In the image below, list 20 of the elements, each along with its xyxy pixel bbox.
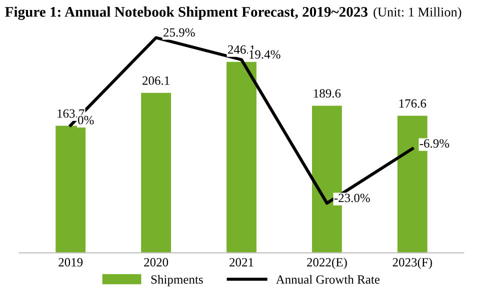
x-tick-label: 2022(E) xyxy=(307,258,347,270)
chart-subtitle: (Unit: 1 Million) xyxy=(374,7,462,20)
data-label: -6.9% xyxy=(420,139,450,148)
x-tick-label: 2019 xyxy=(58,258,83,266)
x-tick-label: 2020 xyxy=(144,258,168,266)
data-label: 189.6 xyxy=(314,89,341,98)
bar xyxy=(56,126,86,253)
data-label: -23.0% xyxy=(334,194,370,202)
data-label: 176.6 xyxy=(399,99,426,108)
legend-label: Annual Growth Rate xyxy=(276,274,380,284)
bar xyxy=(141,92,171,253)
data-label: 0% xyxy=(78,116,94,124)
chart-title: Figure 1: Annual Notebook Shipment Forecast, 2019~2023 xyxy=(5,6,368,20)
bar xyxy=(226,62,256,253)
x-tick-label: 2023(F) xyxy=(392,258,432,270)
data-label: 25.9% xyxy=(164,28,195,37)
legend-label: Shipments xyxy=(151,274,203,286)
x-tick-label: 2021 xyxy=(230,258,254,266)
data-label: 206.1 xyxy=(142,76,170,85)
data-label: 163.7 xyxy=(58,109,84,118)
